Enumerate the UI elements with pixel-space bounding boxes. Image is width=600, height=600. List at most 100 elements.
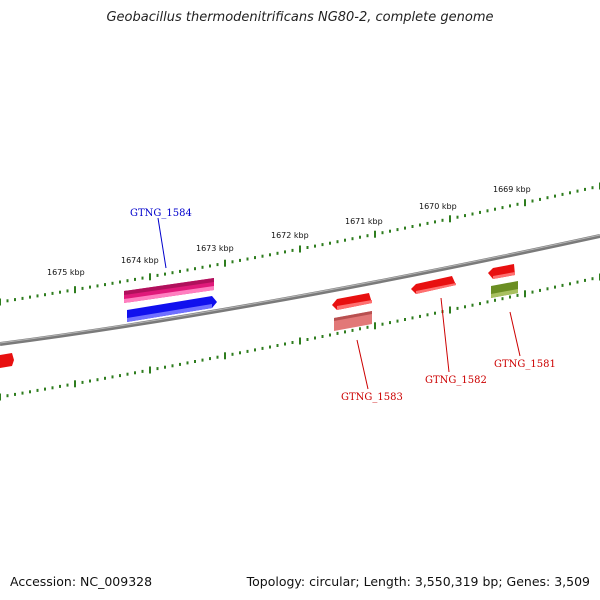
gene-label-1582[interactable]: GTNG_1582 bbox=[425, 375, 487, 386]
minor-tick bbox=[336, 331, 339, 335]
minor-tick bbox=[254, 348, 256, 352]
minor-tick bbox=[66, 383, 69, 387]
minor-tick bbox=[81, 380, 84, 384]
minor-tick bbox=[479, 210, 481, 214]
minor-tick bbox=[576, 280, 579, 284]
minor-tick bbox=[209, 264, 211, 268]
minor-tick bbox=[486, 209, 489, 213]
minor-tick bbox=[389, 229, 391, 233]
major-tick bbox=[0, 298, 1, 306]
major-tick bbox=[449, 215, 451, 223]
minor-tick bbox=[186, 361, 189, 365]
minor-tick bbox=[89, 285, 91, 289]
minor-tick bbox=[269, 345, 271, 349]
minor-tick bbox=[254, 256, 256, 260]
major-tick bbox=[224, 259, 226, 267]
minor-tick bbox=[584, 187, 586, 191]
kbp-label: 1675 kbp bbox=[47, 268, 85, 277]
minor-tick bbox=[426, 221, 429, 225]
minor-tick bbox=[96, 378, 99, 382]
minor-tick bbox=[554, 285, 556, 289]
major-tick bbox=[524, 199, 526, 207]
minor-tick bbox=[464, 214, 466, 218]
major-tick bbox=[299, 245, 301, 253]
accession-text: Accession: NC_009328 bbox=[10, 574, 153, 589]
minor-tick bbox=[471, 303, 474, 307]
kbp-labels: 1675 kbp 1674 kbp 1673 kbp 1672 kbp 1671… bbox=[47, 185, 531, 277]
minor-tick bbox=[141, 276, 144, 280]
minor-tick bbox=[336, 240, 339, 244]
minor-tick bbox=[6, 394, 9, 398]
minor-tick bbox=[276, 251, 279, 255]
minor-tick bbox=[396, 319, 399, 323]
minor-tick bbox=[14, 392, 16, 396]
genome-backbone bbox=[0, 234, 600, 346]
kbp-label: 1672 kbp bbox=[271, 231, 309, 240]
minor-tick bbox=[561, 192, 564, 196]
minor-tick bbox=[546, 287, 549, 291]
minor-tick bbox=[179, 269, 181, 273]
major-tick bbox=[524, 290, 526, 298]
minor-tick bbox=[516, 293, 519, 297]
minor-tick bbox=[209, 357, 211, 361]
minor-tick bbox=[486, 300, 489, 304]
minor-tick bbox=[396, 228, 399, 232]
minor-tick bbox=[246, 257, 249, 261]
minor-tick bbox=[434, 311, 436, 315]
gene-label-1581[interactable]: GTNG_1581 bbox=[494, 359, 556, 370]
kbp-label: 1673 kbp bbox=[196, 244, 234, 253]
minor-tick bbox=[29, 390, 31, 394]
minor-tick bbox=[246, 349, 249, 353]
minor-tick bbox=[164, 365, 166, 369]
minor-tick bbox=[59, 384, 61, 388]
gene-label-1584[interactable]: GTNG_1584 bbox=[130, 208, 192, 219]
minor-tick bbox=[104, 283, 106, 287]
major-tick bbox=[0, 393, 1, 401]
minor-tick bbox=[404, 318, 406, 321]
minor-tick bbox=[441, 218, 444, 222]
minor-tick bbox=[554, 194, 556, 198]
minor-tick bbox=[456, 306, 459, 310]
minor-tick bbox=[404, 226, 406, 230]
minor-tick bbox=[561, 283, 564, 287]
minor-tick bbox=[111, 281, 114, 285]
minor-tick bbox=[156, 273, 159, 277]
minor-tick bbox=[14, 298, 16, 302]
minor-tick bbox=[81, 286, 84, 290]
minor-tick bbox=[464, 305, 466, 309]
minor-tick bbox=[321, 243, 324, 247]
minor-tick bbox=[539, 197, 541, 201]
minor-tick bbox=[569, 191, 571, 195]
major-tick bbox=[449, 306, 451, 314]
minor-tick bbox=[51, 386, 54, 390]
minor-tick bbox=[329, 333, 331, 337]
gene-label-1583[interactable]: GTNG_1583 bbox=[341, 392, 403, 403]
minor-tick bbox=[231, 260, 234, 264]
major-tick bbox=[149, 366, 151, 374]
minor-tick bbox=[126, 372, 129, 376]
minor-tick bbox=[284, 342, 286, 346]
minor-tick bbox=[216, 355, 219, 359]
leader-lines bbox=[157, 217, 521, 390]
minor-tick bbox=[104, 376, 106, 380]
gene-red-1582[interactable] bbox=[411, 276, 456, 294]
minor-tick bbox=[239, 258, 241, 262]
minor-tick bbox=[591, 186, 594, 190]
minor-tick bbox=[389, 321, 391, 325]
minor-tick bbox=[509, 295, 511, 299]
gene-pink[interactable] bbox=[334, 311, 372, 331]
minor-tick bbox=[321, 335, 324, 338]
gene-red-fragment[interactable] bbox=[0, 353, 14, 368]
minor-tick bbox=[419, 223, 421, 227]
minor-tick bbox=[456, 215, 459, 219]
major-tick bbox=[74, 380, 76, 388]
minor-tick bbox=[269, 253, 271, 257]
minor-tick bbox=[291, 248, 294, 252]
minor-tick bbox=[6, 299, 9, 303]
minor-tick bbox=[359, 235, 361, 239]
minor-tick bbox=[479, 302, 481, 306]
minor-tick bbox=[591, 277, 594, 281]
minor-tick bbox=[306, 246, 309, 249]
minor-tick bbox=[314, 336, 316, 340]
minor-tick bbox=[21, 391, 24, 395]
